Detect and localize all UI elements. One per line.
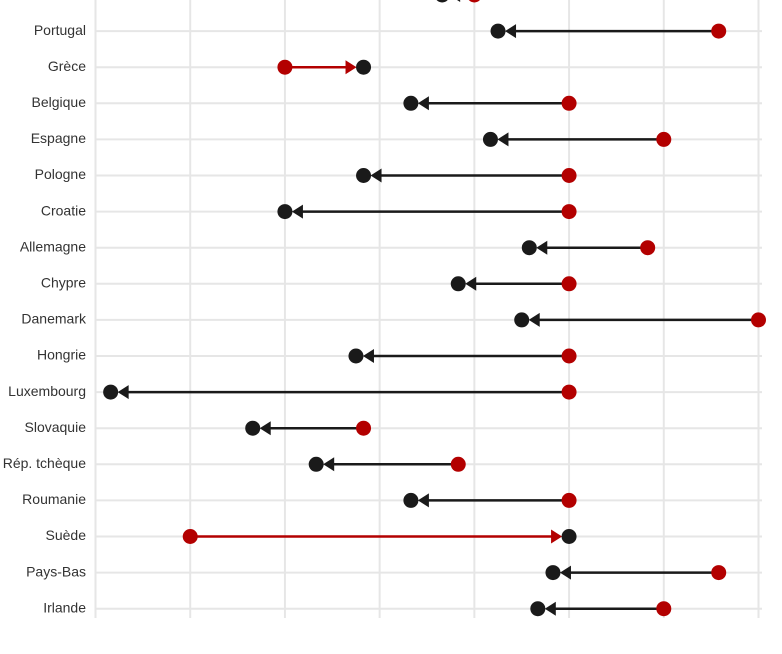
row-chypre: Chypre	[41, 275, 762, 292]
arrowhead-icon	[551, 529, 563, 544]
start-point	[561, 492, 577, 508]
row-label: Hongrie	[37, 347, 86, 363]
start-point	[561, 384, 577, 400]
row-hongrie: Hongrie	[37, 347, 762, 364]
end-point	[403, 95, 419, 111]
row-label: Allemagne	[20, 238, 86, 254]
row-pays-bas: Pays-Bas	[26, 563, 762, 581]
start-point	[561, 168, 577, 183]
arrowhead-icon	[505, 24, 517, 39]
end-point	[277, 204, 293, 220]
row-label: Finlande	[32, 0, 86, 2]
arrowhead-icon	[291, 204, 303, 219]
arrowhead-icon	[417, 96, 429, 111]
start-point	[356, 420, 372, 436]
arrowhead-icon	[417, 493, 429, 508]
start-point	[656, 131, 672, 147]
arrowhead-icon	[544, 601, 556, 616]
row-label: Chypre	[41, 275, 86, 291]
arrowhead-icon	[497, 132, 509, 147]
row-espagne: Espagne	[31, 130, 762, 147]
row-finlande: Finlande	[32, 0, 480, 3]
end-point	[356, 168, 372, 183]
row-label: Danemark	[21, 311, 87, 327]
end-point	[545, 565, 561, 581]
row-gr-ce: Grèce	[48, 58, 762, 75]
start-point	[561, 348, 577, 364]
arrowhead-icon	[370, 168, 382, 183]
end-point	[308, 456, 324, 472]
row-label: Espagne	[31, 130, 86, 146]
start-point	[640, 240, 656, 256]
arrowhead-icon	[559, 565, 571, 580]
row-label: Roumanie	[22, 491, 86, 507]
start-point	[656, 601, 672, 617]
row-irlande: Irlande	[43, 599, 762, 617]
row-su-de: Suède	[46, 527, 762, 544]
row-belgique: Belgique	[32, 94, 762, 111]
row-label: Luxembourg	[8, 383, 86, 399]
row-label: Irlande	[43, 599, 86, 615]
row-label: Belgique	[32, 94, 87, 110]
row-r-p-tch-que: Rép. tchèque	[3, 455, 762, 472]
start-point	[450, 456, 466, 472]
start-point	[561, 95, 577, 111]
end-point	[436, 0, 448, 3]
row-roumanie: Roumanie	[22, 491, 762, 508]
row-danemark: Danemark	[21, 311, 766, 328]
arrowhead-icon	[259, 421, 271, 436]
end-point	[521, 240, 537, 256]
row-allemagne: Allemagne	[20, 238, 762, 256]
row-luxembourg: Luxembourg	[8, 383, 762, 400]
start-point	[561, 204, 577, 220]
end-point	[348, 348, 364, 364]
row-label: Grèce	[48, 58, 86, 74]
grid	[94, 0, 760, 618]
arrowhead-icon	[117, 385, 129, 400]
row-label: Croatie	[41, 202, 86, 218]
row-label: Pays-Bas	[26, 563, 86, 579]
end-point	[530, 601, 546, 617]
row-pologne: Pologne	[35, 166, 762, 183]
row-croatie: Croatie	[41, 202, 762, 220]
end-point	[245, 420, 261, 436]
start-point	[277, 59, 293, 75]
arrowhead-icon	[457, 0, 461, 2]
arrowhead-icon	[323, 457, 335, 472]
row-slovaquie: Slovaquie	[25, 419, 762, 436]
start-point	[751, 312, 766, 328]
row-label: Slovaquie	[25, 419, 87, 435]
arrowhead-icon	[536, 240, 548, 255]
end-point	[403, 492, 419, 508]
end-point	[490, 23, 506, 39]
start-point	[711, 565, 727, 581]
row-portugal: Portugal	[34, 22, 762, 39]
row-label: Portugal	[34, 22, 86, 38]
start-point	[182, 529, 198, 544]
start-point	[468, 0, 480, 3]
end-point	[103, 384, 119, 400]
arrowhead-icon	[528, 312, 540, 327]
end-point	[514, 312, 530, 328]
arrowhead-icon	[345, 60, 357, 75]
end-point	[482, 131, 498, 147]
arrowhead-icon	[362, 349, 374, 363]
arrowhead-icon	[465, 276, 477, 291]
start-point	[711, 23, 727, 39]
row-label: Pologne	[35, 166, 87, 182]
end-point	[561, 529, 577, 544]
start-point	[561, 276, 577, 292]
end-point	[356, 59, 372, 75]
end-point	[450, 276, 466, 292]
rows: Finlande Portugal Grèce Belgique Espagne Polo…	[3, 0, 766, 617]
row-label: Suède	[46, 527, 87, 543]
row-label: Rép. tchèque	[3, 455, 86, 471]
